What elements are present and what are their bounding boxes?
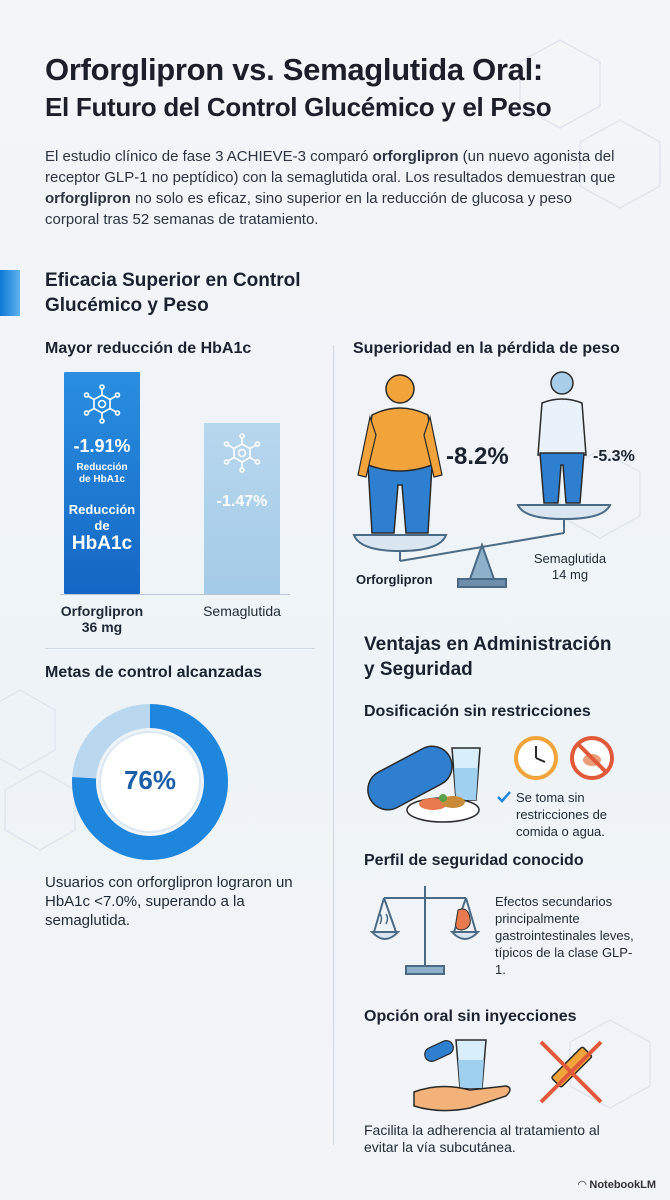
goals-percent-label: 76% xyxy=(123,765,177,795)
check-icon xyxy=(497,791,511,803)
balance-scale-icon xyxy=(370,886,480,975)
person-orforglipron-icon xyxy=(357,374,443,534)
page-title: Orforglipron vs. Semaglutida Oral: El Fu… xyxy=(45,52,645,124)
lower-column-divider xyxy=(333,635,334,1145)
section-title-advantages: Ventajas en Administración y Seguridad xyxy=(364,632,664,682)
weight-subtitle: Superioridad en la pérdida de peso xyxy=(353,340,620,357)
safety-title: Perfil de seguridad conocido xyxy=(364,852,584,869)
intro-bold-2: orforglipron xyxy=(45,190,131,207)
goals-donut-chart xyxy=(72,704,228,860)
oral-title: Opción oral sin inyecciones xyxy=(364,1008,577,1025)
donut-value-arc xyxy=(72,704,228,860)
water-glass-icon xyxy=(451,747,481,801)
weight-orforglipron-label: Orforglipron xyxy=(356,572,433,587)
clock-icon xyxy=(514,736,558,780)
safety-text: Efectos secundarios principalmente gastr… xyxy=(495,894,634,977)
title-line-2: El Futuro del Control Glucémico y el Pes… xyxy=(45,92,552,122)
advantages-title-line-2: y Seguridad xyxy=(364,659,473,680)
no-injection-icon xyxy=(539,1040,603,1104)
category-orforglipron: Orforglipron 36 mg xyxy=(44,603,160,635)
advantages-title-line-1: Ventajas en Administración xyxy=(364,634,612,655)
plate-icon xyxy=(406,794,480,823)
section-accent-bar xyxy=(0,270,20,316)
restriction-icons xyxy=(514,736,614,780)
intro-text-1: El estudio clínico de fase 3 ACHIEVE-3 c… xyxy=(45,148,373,165)
capsule-icon xyxy=(424,1040,454,1062)
bar-orforglipron: -1.91% Reducción de HbA1c Reducción de H… xyxy=(64,372,140,594)
intro-bold-1: orforglipron xyxy=(372,148,459,165)
intro-paragraph: El estudio clínico de fase 3 ACHIEVE-3 c… xyxy=(45,146,630,230)
no-food-icon xyxy=(570,736,614,780)
molecule-icon xyxy=(223,433,261,473)
intro-text-3: no solo es eficaz, sino superior en la r… xyxy=(45,190,572,228)
hand-icon xyxy=(413,1085,511,1112)
hba1c-subtitle: Mayor reducción de HbA1c xyxy=(45,340,252,357)
category-orforglipron-line2: 36 mg xyxy=(81,619,123,635)
pill-icon xyxy=(367,745,453,811)
weight-scale-illustration xyxy=(352,371,612,588)
pill-meal-illustration xyxy=(367,745,481,823)
weight-orforglipron-value: -8.2% xyxy=(446,443,509,470)
bar-orforglipron-label-2: de xyxy=(94,518,110,533)
footer-brand: ◠ NotebookLM xyxy=(578,1178,656,1191)
goals-subtitle: Metas de control alcanzadas xyxy=(45,664,262,681)
donut-center xyxy=(99,731,201,833)
bar-semaglutida-value: -1.47% xyxy=(216,493,268,510)
left-section-divider xyxy=(45,648,315,649)
person-semaglutida-icon xyxy=(537,371,587,504)
weight-semaglutida-label: Semaglutida 14 mg xyxy=(519,551,621,583)
category-orforglipron-line1: Orforglipron xyxy=(60,603,144,619)
weight-semaglutida-label-1: Semaglutida xyxy=(533,551,607,566)
footer-brand-text: NotebookLM xyxy=(589,1179,656,1191)
oral-text: Facilita la adherencia al tratamiento al… xyxy=(364,1122,600,1155)
glass-icon xyxy=(455,1039,487,1089)
bar-orforglipron-label-3: HbA1c xyxy=(71,533,133,554)
goals-caption: Usuarios con orforglipron lograron un Hb… xyxy=(45,874,293,929)
weight-semaglutida-value: -5.3% xyxy=(593,448,635,465)
column-divider xyxy=(333,345,334,635)
bar-orforglipron-small-label: Reducción de HbA1c xyxy=(76,462,128,485)
intro-text-2: (un nuevo agonista del receptor GLP-1 no… xyxy=(45,148,616,186)
notebooklm-icon: ◠ xyxy=(577,1179,587,1191)
bar-orforglipron-label-1: Reducción xyxy=(68,502,136,517)
section-title-efficacy: Eficacia Superior en Control Glucémico y… xyxy=(45,270,301,316)
bar-orforglipron-value: -1.91% xyxy=(73,436,131,456)
molecule-icon xyxy=(83,384,121,424)
dosing-text: Se toma sin restricciones de comida o ag… xyxy=(516,790,608,839)
title-line-1: Orforglipron vs. Semaglutida Oral: xyxy=(45,52,543,87)
chart-baseline xyxy=(60,594,290,595)
category-semaglutida: Semaglutida xyxy=(203,603,281,619)
dosing-title: Dosificación sin restricciones xyxy=(364,703,591,720)
weight-semaglutida-label-2: 14 mg xyxy=(551,567,589,582)
hand-pill-glass-illustration xyxy=(413,1039,511,1112)
bar-semaglutida: -1.47% xyxy=(204,423,280,594)
